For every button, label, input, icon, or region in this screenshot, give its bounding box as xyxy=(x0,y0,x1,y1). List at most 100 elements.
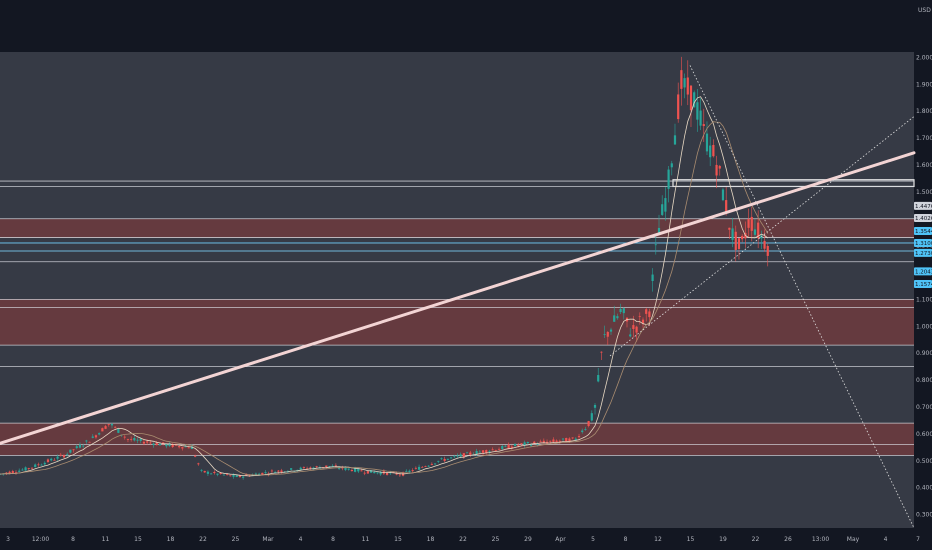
candle-body xyxy=(664,198,667,212)
candle-body xyxy=(648,311,651,318)
candle-body xyxy=(69,449,72,453)
currency-label: USD xyxy=(918,7,931,14)
candle-body xyxy=(667,169,670,189)
time-tick-label: 5 xyxy=(591,536,595,543)
time-tick-label: 8 xyxy=(71,536,75,543)
plot-background xyxy=(0,52,914,528)
time-tick-label: 12 xyxy=(654,536,662,543)
candle-body xyxy=(571,437,574,439)
dotted-trend-line xyxy=(689,65,915,529)
candle-body xyxy=(536,443,539,445)
candle-body xyxy=(763,240,766,249)
time-tick-label: 18 xyxy=(167,536,175,543)
candle-body xyxy=(683,78,686,88)
price-tag-label: 1.3100 xyxy=(915,241,932,247)
candle-body xyxy=(491,449,494,451)
candle-body xyxy=(296,469,299,471)
candle-body xyxy=(117,428,120,433)
candle-body xyxy=(14,472,18,474)
candle-body xyxy=(475,450,478,455)
candle-body xyxy=(635,326,638,333)
candle-body xyxy=(645,309,648,314)
candle-body xyxy=(200,469,203,471)
candle-body xyxy=(123,436,126,438)
candle-body xyxy=(78,444,82,448)
candle-body xyxy=(731,228,734,240)
candle-body xyxy=(677,94,680,120)
candle-body xyxy=(216,473,219,475)
candle-body xyxy=(40,464,43,466)
candle-body xyxy=(152,443,155,446)
resistance-zone xyxy=(0,299,914,346)
candle-body xyxy=(510,446,513,448)
candle-body xyxy=(181,447,184,449)
candle-body xyxy=(347,468,350,470)
price-tick-label: 1.90000 xyxy=(916,81,932,88)
candle-body xyxy=(593,404,597,408)
candle-body xyxy=(98,433,101,435)
price-tag xyxy=(914,279,932,288)
candle-body xyxy=(5,472,8,474)
price-tag-label: 1.40260 xyxy=(915,216,932,222)
candle-body xyxy=(142,441,146,444)
candle-body xyxy=(459,454,462,457)
candle-body xyxy=(549,440,552,442)
time-tick-label: May xyxy=(847,536,860,543)
moving-average-line xyxy=(0,121,769,476)
candle-body xyxy=(149,442,152,444)
candle-body xyxy=(424,466,427,467)
moving-average-line xyxy=(0,96,769,477)
candle-body xyxy=(376,472,379,474)
candle-body xyxy=(306,468,309,470)
time-tick-label: 15 xyxy=(687,536,695,543)
time-tick-label: 25 xyxy=(492,536,500,543)
candle-body xyxy=(427,465,430,467)
candle-body xyxy=(104,426,107,429)
candle-body xyxy=(43,462,46,465)
price-tick-label: 0.80000 xyxy=(916,377,932,384)
time-tick-label: 26 xyxy=(784,536,792,543)
candle-body xyxy=(603,334,606,335)
candle-body xyxy=(107,424,110,425)
candle-body xyxy=(46,459,50,462)
candle-body xyxy=(670,163,673,168)
candle-body xyxy=(126,439,130,440)
candle-body xyxy=(411,470,414,472)
candle-body xyxy=(613,315,616,322)
price-tag xyxy=(914,238,932,247)
candle-body xyxy=(693,92,696,108)
candle-body xyxy=(18,470,21,472)
candle-body xyxy=(59,454,62,456)
candle-body xyxy=(542,440,545,443)
candle-body xyxy=(414,467,417,469)
candle-body xyxy=(280,470,283,473)
time-axis-strip xyxy=(0,528,932,550)
candle-body xyxy=(34,464,37,467)
candle-body xyxy=(581,430,584,433)
candle-body xyxy=(210,473,213,475)
candle-body xyxy=(587,421,590,427)
candle-body xyxy=(437,460,440,462)
time-tick-label: 12:00 xyxy=(32,536,49,543)
candle-body xyxy=(194,455,197,457)
candle-body xyxy=(114,426,117,428)
candle-body xyxy=(609,329,613,332)
candle-body xyxy=(110,423,114,426)
price-tick-label: 0.30000 xyxy=(916,512,932,519)
time-tick-label: 25 xyxy=(232,536,240,543)
candle-body xyxy=(187,447,190,449)
candle-body xyxy=(82,445,85,447)
candle-body xyxy=(661,204,664,215)
candle-body xyxy=(430,463,433,465)
price-tag-label: 1.15742 xyxy=(915,282,932,288)
candle-body xyxy=(741,235,744,240)
candle-body xyxy=(309,467,312,469)
candle-body xyxy=(206,471,210,474)
candle-body xyxy=(734,231,737,250)
candle-body xyxy=(363,472,366,474)
candle-body xyxy=(462,453,465,458)
candle-body xyxy=(689,85,693,111)
candle-body xyxy=(712,144,715,157)
candle-body xyxy=(699,110,702,126)
